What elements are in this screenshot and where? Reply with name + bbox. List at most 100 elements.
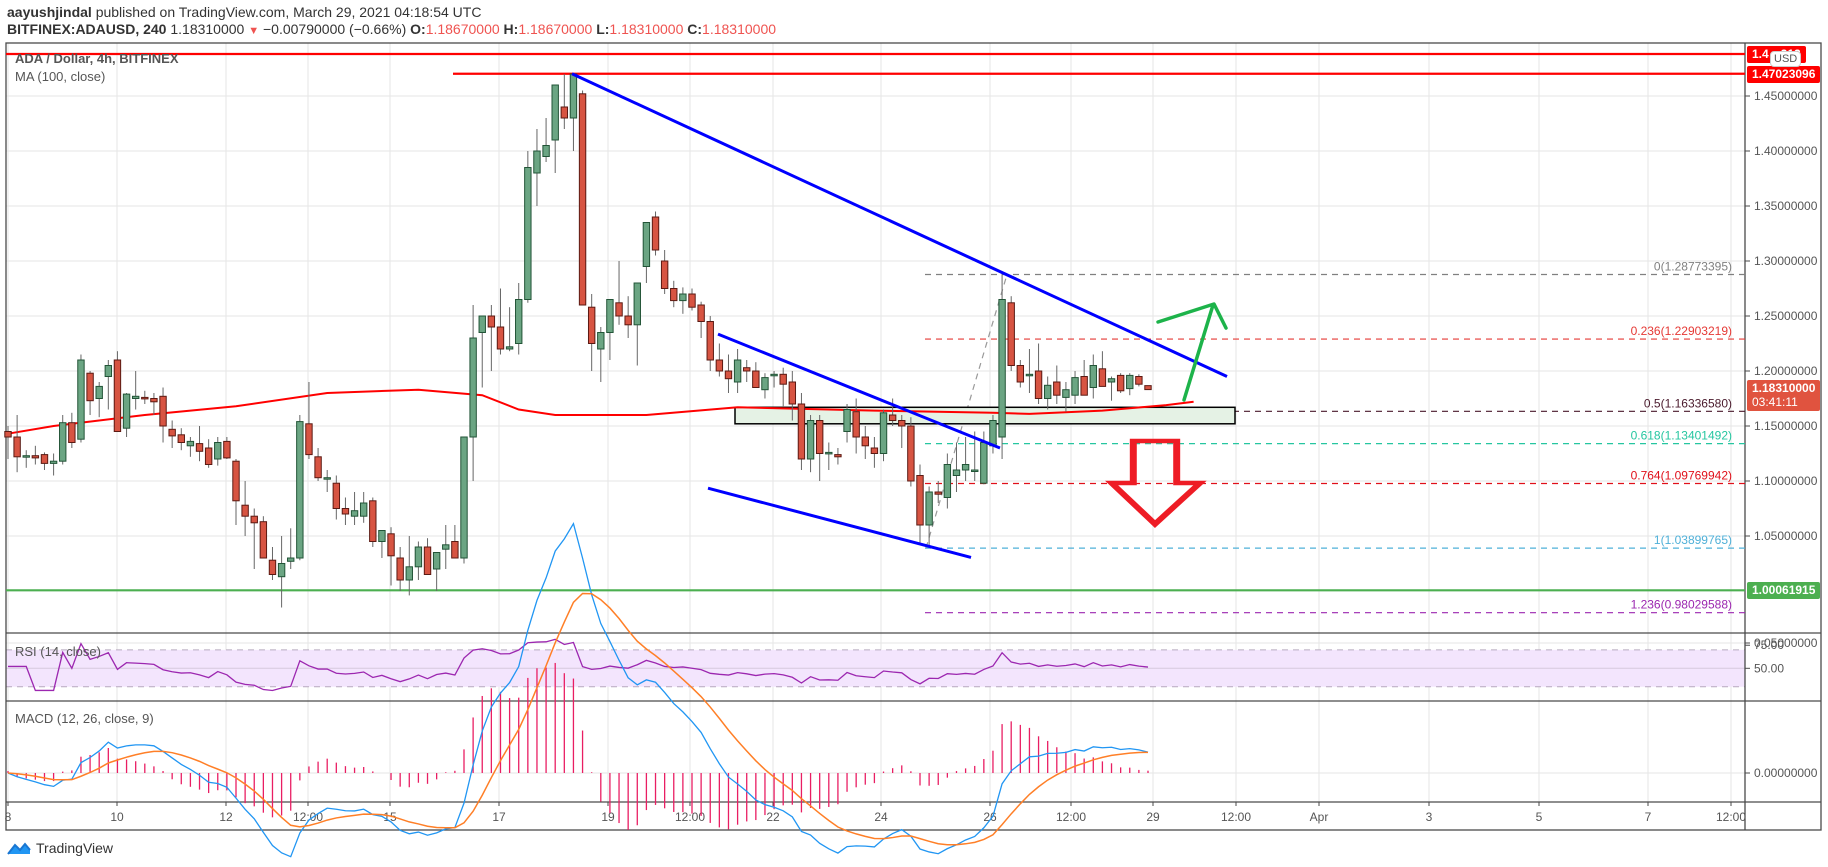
candle-body [469,337,477,438]
time-axis-label: 24 [874,810,888,824]
candle-body [706,321,714,361]
candle-body [1089,365,1097,388]
open-label: O: [410,21,426,37]
price-tag: 1.47023096 [1747,65,1821,83]
candle-body [195,443,204,452]
candle-body [989,420,997,447]
bullish-arrow-head-icon [1156,302,1228,330]
candle-body [533,150,541,174]
candle-body [697,304,705,322]
candle-body [870,447,879,454]
candle-body [597,332,605,350]
time-axis-label: 5 [1536,810,1543,824]
price-axis-label: 1.35000000 [1754,199,1818,213]
candle-body [122,393,131,429]
rsi-line [8,638,1149,692]
ma100-line [7,388,1194,435]
time-axis-label: 12:00 [1221,810,1251,824]
candle-body [670,288,678,302]
tradingview-logo[interactable]: TradingView [6,840,113,856]
fib-level-label: 0.764(1.09769942) [1631,469,1732,483]
candle-body [815,420,824,454]
candle-body [515,299,523,344]
candle-body [332,482,341,510]
candle-body [396,557,404,581]
candle-body [615,302,623,317]
candle-body [305,423,313,456]
bullish-arrow-icon [1182,303,1215,402]
candle-body [688,293,696,308]
candle-body [141,396,149,400]
candle-body [104,365,113,377]
candle-body [1144,385,1152,391]
candle-body [414,546,423,568]
price-tag: 1.18310000 03:41:11 [1747,379,1821,411]
candle-body [168,428,176,437]
currency-badge[interactable]: USD [1770,51,1802,67]
channel-lower-line [707,486,972,559]
candle-body [642,222,651,267]
candle-body [980,442,988,484]
candle-body [834,454,842,458]
macd-legend[interactable]: MACD (12, 26, close, 9) [15,711,154,726]
publish-date: published on TradingView.com, March 29, … [95,4,482,20]
candle-body [496,326,505,350]
symbol-label: BITFINEX:ADAUSD, 240 [7,21,167,37]
candle-body [487,315,496,328]
candle-body [204,447,213,465]
candle-body [1007,302,1015,366]
candle-body [797,403,806,460]
candle-body [31,455,40,459]
ma-legend[interactable]: MA (100, close) [15,69,106,84]
time-axis-label: 29 [1146,810,1160,824]
time-axis-label: 26 [983,810,997,824]
candle-body [287,557,295,562]
candle-body [861,436,869,447]
rsi-axis-label: 50.00 [1754,661,1784,675]
macd-signal-line [7,592,1149,846]
low-label: L: [596,21,610,37]
candle-body [633,282,641,326]
time-axis-label: 8 [5,810,12,824]
candle-body [587,306,596,345]
candle-body [788,381,797,405]
time-axis-label: 10 [110,810,124,824]
time-axis-label: 12:00 [675,810,705,824]
candle-body [186,440,195,447]
fib-level-label: 0.236(1.22903219) [1631,324,1732,338]
candle-body [934,491,942,495]
price-axis-label: 1.05000000 [1754,529,1818,543]
candle-body [1135,376,1143,385]
fib-level-label: 0.5(1.16336580) [1644,396,1732,410]
candle-body [241,504,249,517]
candle-body [150,398,158,403]
candle-body [925,491,933,526]
candle-body [879,412,888,454]
macd-line [7,521,1149,858]
candle-body [22,455,30,458]
price-axis-label: 1.15000000 [1754,419,1818,433]
candle-body [505,346,514,350]
close-value: 1.18310000 [702,21,777,37]
rsi-legend[interactable]: RSI (14, close) [15,644,101,659]
time-axis-label: 22 [766,810,780,824]
candle-body [1116,374,1125,392]
candle-body [1016,365,1025,383]
candle-body [86,372,94,402]
candle-body [177,434,185,443]
candle-body [1053,381,1061,396]
price-change: −0.00790000 (−0.66%) [263,21,407,37]
candle-body [660,260,669,289]
candle-body [779,373,787,385]
candle-body [478,315,486,333]
time-axis-label: 7 [1645,810,1652,824]
author-name[interactable]: aayushjindal [7,4,92,20]
tradingview-brand: TradingView [36,840,114,856]
candle-body [460,436,468,559]
price-axis-label: 1.45000000 [1754,89,1818,103]
candle-body [1025,373,1034,377]
candle-body [59,422,67,462]
candle-body [1126,374,1134,390]
candle-body [259,521,268,559]
